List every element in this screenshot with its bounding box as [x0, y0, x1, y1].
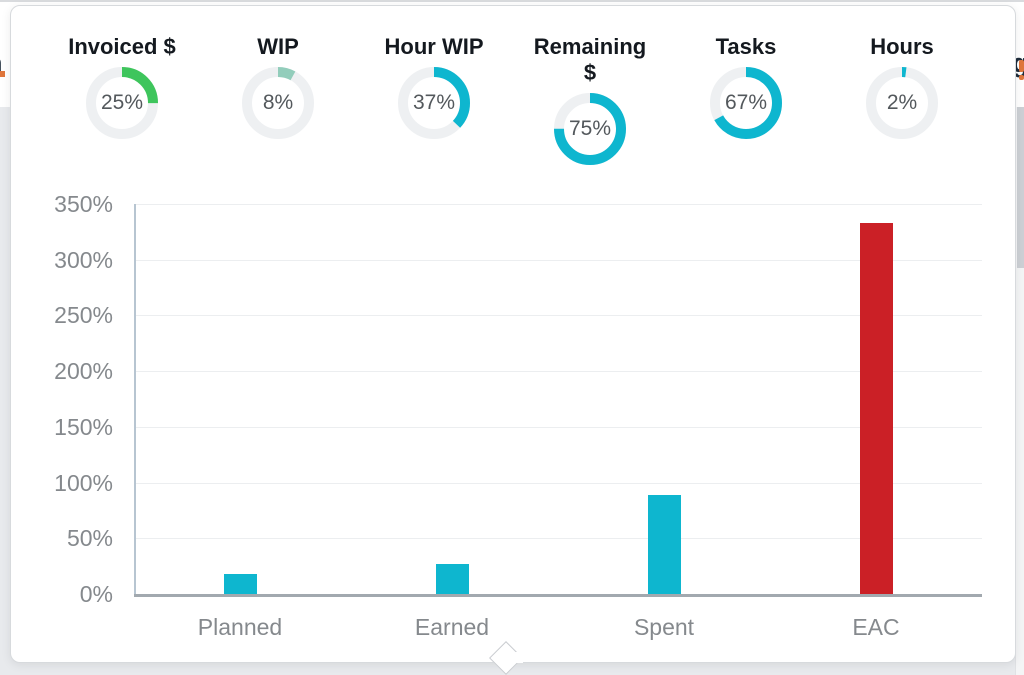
y-tick-label-150: 150% [54, 413, 113, 440]
gridline-100 [134, 482, 982, 484]
y-tick-label-250: 250% [54, 302, 113, 329]
gauge-hours: Hours 2% [837, 34, 967, 139]
background-heading-accent-right-dot [1019, 75, 1024, 80]
bar-spent[interactable] [648, 494, 681, 594]
gauge-ring-svg [242, 67, 314, 139]
background-heading-accent-left [0, 71, 5, 77]
gauge-value: 25% [100, 91, 144, 114]
gridline-350 [134, 204, 982, 205]
gauge-value: 8% [262, 91, 294, 114]
gauge-ring-hours: 2% [866, 67, 938, 139]
gauge-remaining: Remaining $ 75% [525, 34, 655, 165]
y-tick-label-200: 200% [54, 358, 113, 385]
x-category-label-planned: Planned [197, 614, 283, 640]
gauge-ring-remaining: 75% [554, 93, 626, 165]
gauge-ring-hour-wip: 37% [398, 67, 470, 139]
gauge-value: 75% [568, 117, 612, 140]
gauge-tasks: Tasks 67% [681, 34, 811, 139]
gauge-title: Invoiced $ [68, 34, 176, 59]
gauge-ring-wip: 8% [242, 67, 314, 139]
x-category-label-spent: Spent [633, 614, 695, 640]
page-scrollbar[interactable] [1015, 107, 1024, 675]
gauge-title: Remaining $ [533, 34, 647, 85]
y-tick-label-0: 0% [79, 581, 113, 607]
gauge-hour-wip: Hour WIP 37% [369, 34, 499, 139]
gauges-row: Invoiced $ 25% WIP 8% Hour WIP 37% Remaining $… [11, 34, 1015, 165]
y-tick-label-350: 350% [54, 191, 113, 217]
project-stats-popover: Invoiced $ 25% WIP 8% Hour WIP 37% Remaining $… [10, 5, 1016, 663]
bar-earned[interactable] [436, 563, 469, 594]
gridline-50 [134, 538, 982, 540]
gauge-value: 67% [724, 91, 768, 114]
gridline-200 [134, 371, 982, 373]
y-axis-line [134, 204, 136, 596]
y-tick-label-50: 50% [66, 525, 113, 552]
background-heading-accent-right [1019, 60, 1024, 72]
scrollbar-thumb[interactable] [1017, 107, 1024, 268]
gauge-title: Tasks [715, 34, 777, 59]
gauge-ring-svg [866, 67, 938, 139]
gauge-ring-invoiced: 25% [86, 67, 158, 139]
gridline-150 [134, 426, 982, 428]
gauge-wip: WIP 8% [213, 34, 343, 139]
gauge-value: 37% [412, 91, 456, 114]
page-top-divider [0, 0, 1024, 2]
gauge-title: Hours [870, 34, 934, 59]
gauge-title: WIP [257, 34, 299, 59]
bar-planned[interactable] [224, 573, 257, 594]
background-heading-fragment-left: n [0, 50, 3, 77]
popover-arrow-mask [497, 652, 523, 663]
gauge-ring-svg [398, 67, 470, 139]
y-tick-label-100: 100% [54, 469, 113, 496]
gauge-ring-svg [710, 67, 782, 139]
gauge-ring-tasks: 67% [710, 67, 782, 139]
bar-eac[interactable] [860, 222, 893, 594]
gridline-300 [134, 259, 982, 261]
gauge-title: Hour WIP [384, 34, 484, 59]
x-category-label-earned: Earned [414, 614, 490, 640]
gauge-ring-svg [86, 67, 158, 139]
x-category-label-eac: EAC [852, 614, 900, 640]
gauge-value: 2% [886, 91, 918, 114]
gridline-250 [134, 315, 982, 317]
gauge-ring-svg [554, 93, 626, 165]
percent-complete-bar-chart: 0% 50% 100% 150% 200% 250% 300% 350% Planned Earn… [11, 6, 1015, 662]
x-axis-line [134, 594, 982, 597]
gauge-invoiced: Invoiced $ 25% [57, 34, 187, 139]
y-tick-label-300: 300% [54, 246, 113, 273]
